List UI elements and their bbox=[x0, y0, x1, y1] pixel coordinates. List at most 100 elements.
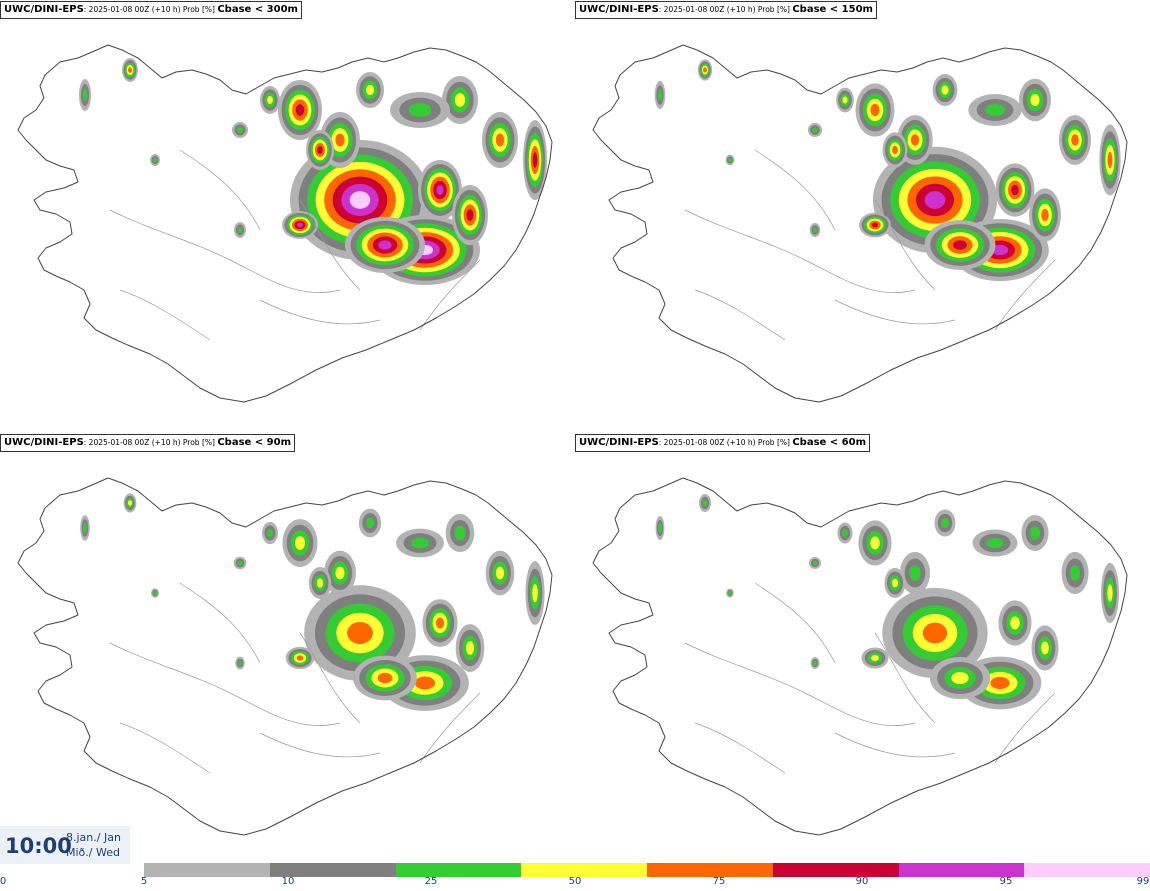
probability-contour bbox=[728, 591, 732, 595]
probability-contour bbox=[237, 227, 243, 233]
iceland-map-150m bbox=[592, 44, 1128, 403]
probability-contour bbox=[294, 536, 306, 550]
probability-contour bbox=[1071, 134, 1079, 146]
probability-contour bbox=[658, 523, 662, 533]
coastline bbox=[17, 477, 553, 836]
scale-segment-2 bbox=[395, 863, 522, 877]
iceland-map-300m bbox=[17, 44, 553, 403]
probability-contour bbox=[411, 537, 429, 549]
probability-contour bbox=[951, 671, 969, 685]
probability-contour bbox=[366, 84, 374, 96]
probability-contour bbox=[82, 89, 88, 101]
probability-contour bbox=[953, 240, 967, 250]
region-boundary bbox=[299, 199, 361, 291]
probability-contour bbox=[153, 591, 157, 595]
probability-contour bbox=[909, 565, 921, 581]
probability-contour bbox=[702, 499, 708, 507]
probability-contour bbox=[436, 185, 444, 195]
probability-contour bbox=[728, 158, 732, 162]
probability-contour bbox=[1010, 616, 1020, 630]
valid-hour: 10:00 bbox=[5, 834, 72, 858]
iceland-map-60m bbox=[592, 477, 1128, 836]
probability-contour bbox=[1107, 584, 1113, 602]
probability-contour bbox=[1029, 526, 1041, 540]
color-scale-ticks: 0 5 10 25 50 75 90 95 99 bbox=[0, 876, 1150, 891]
probability-contour bbox=[495, 133, 505, 147]
probability-contour bbox=[153, 157, 157, 163]
probability-contour bbox=[414, 676, 436, 690]
probability-contour bbox=[1011, 184, 1019, 196]
probability-contour bbox=[985, 104, 1005, 116]
probability-contour bbox=[871, 222, 879, 228]
scale-segment-7 bbox=[1024, 863, 1150, 877]
probability-contour bbox=[347, 621, 373, 645]
iceland-map-90m bbox=[17, 477, 553, 836]
probability-contour bbox=[812, 127, 818, 133]
region-boundary bbox=[299, 632, 361, 724]
map-panel-60m: UWC/DINI-EPS: 2025-01-08 00Z (+10 h) Pro… bbox=[575, 433, 1150, 865]
probability-contour bbox=[316, 578, 324, 588]
probability-contour bbox=[454, 525, 466, 541]
color-scale bbox=[144, 863, 1150, 877]
region-boundary bbox=[684, 642, 916, 726]
variable-name: Cbase < 150m bbox=[792, 4, 873, 15]
region-boundary bbox=[419, 692, 481, 764]
region-boundary bbox=[754, 582, 836, 664]
scale-tick-0: 0 bbox=[0, 876, 7, 887]
boundary-lines bbox=[684, 582, 1056, 774]
scale-segment-5 bbox=[772, 863, 899, 877]
probability-contour bbox=[335, 133, 345, 147]
probability-contour bbox=[408, 103, 432, 117]
coastline bbox=[592, 477, 1128, 836]
probability-contour bbox=[991, 244, 1009, 256]
probability-contour bbox=[870, 103, 880, 117]
probability-contour bbox=[990, 676, 1010, 690]
probability-contour bbox=[237, 127, 243, 133]
probability-contour bbox=[924, 191, 946, 209]
probability-contour bbox=[658, 89, 662, 101]
probability-field bbox=[654, 59, 1121, 282]
run-info: : 2025-01-08 00Z (+10 h) Prob [%] bbox=[83, 438, 218, 447]
probability-contour bbox=[703, 67, 707, 73]
probability-contour bbox=[1041, 208, 1049, 222]
probability-contour bbox=[267, 96, 273, 104]
panel-title: UWC/DINI-EPS: 2025-01-08 00Z (+10 h) Pro… bbox=[575, 1, 877, 19]
probability-contour bbox=[986, 537, 1004, 549]
scale-tick-5: 5 bbox=[140, 876, 148, 887]
probability-field bbox=[655, 493, 1120, 710]
variable-name: Cbase < 60m bbox=[792, 437, 866, 448]
region-boundary bbox=[419, 259, 481, 331]
probability-field bbox=[79, 58, 547, 285]
probability-contour bbox=[812, 560, 818, 566]
probability-contour bbox=[296, 655, 304, 661]
probability-contour bbox=[295, 104, 305, 116]
scale-tick-75: 75 bbox=[712, 876, 726, 887]
probability-contour bbox=[365, 517, 375, 529]
region-boundary bbox=[874, 199, 936, 291]
scale-segment-4 bbox=[647, 863, 773, 877]
probability-contour bbox=[1107, 151, 1113, 169]
map-panel-150m: UWC/DINI-EPS: 2025-01-08 00Z (+10 h) Pro… bbox=[575, 0, 1150, 432]
panel-title: UWC/DINI-EPS: 2025-01-08 00Z (+10 h) Pro… bbox=[0, 1, 302, 19]
probability-contour bbox=[335, 566, 345, 580]
model-name: UWC/DINI-EPS bbox=[579, 437, 659, 448]
panel-title: UWC/DINI-EPS: 2025-01-08 00Z (+10 h) Pro… bbox=[575, 434, 870, 452]
run-info: : 2025-01-08 00Z (+10 h) Prob [%] bbox=[658, 5, 793, 14]
probability-contour bbox=[941, 85, 949, 95]
probability-contour bbox=[83, 523, 87, 533]
region-boundary bbox=[694, 722, 786, 774]
model-name: UWC/DINI-EPS bbox=[4, 4, 84, 15]
region-boundary bbox=[834, 732, 956, 758]
probability-contour bbox=[465, 641, 475, 655]
region-boundary bbox=[994, 259, 1056, 331]
probability-contour bbox=[378, 240, 392, 250]
probability-contour bbox=[842, 529, 848, 537]
probability-contour bbox=[128, 500, 132, 506]
scale-tick-95: 95 bbox=[999, 876, 1013, 887]
variable-name: Cbase < 300m bbox=[217, 4, 298, 15]
probability-contour bbox=[238, 660, 242, 666]
probability-contour bbox=[454, 93, 466, 107]
model-name: UWC/DINI-EPS bbox=[4, 437, 84, 448]
probability-contour bbox=[532, 152, 538, 168]
scale-segment-6 bbox=[898, 863, 1025, 877]
